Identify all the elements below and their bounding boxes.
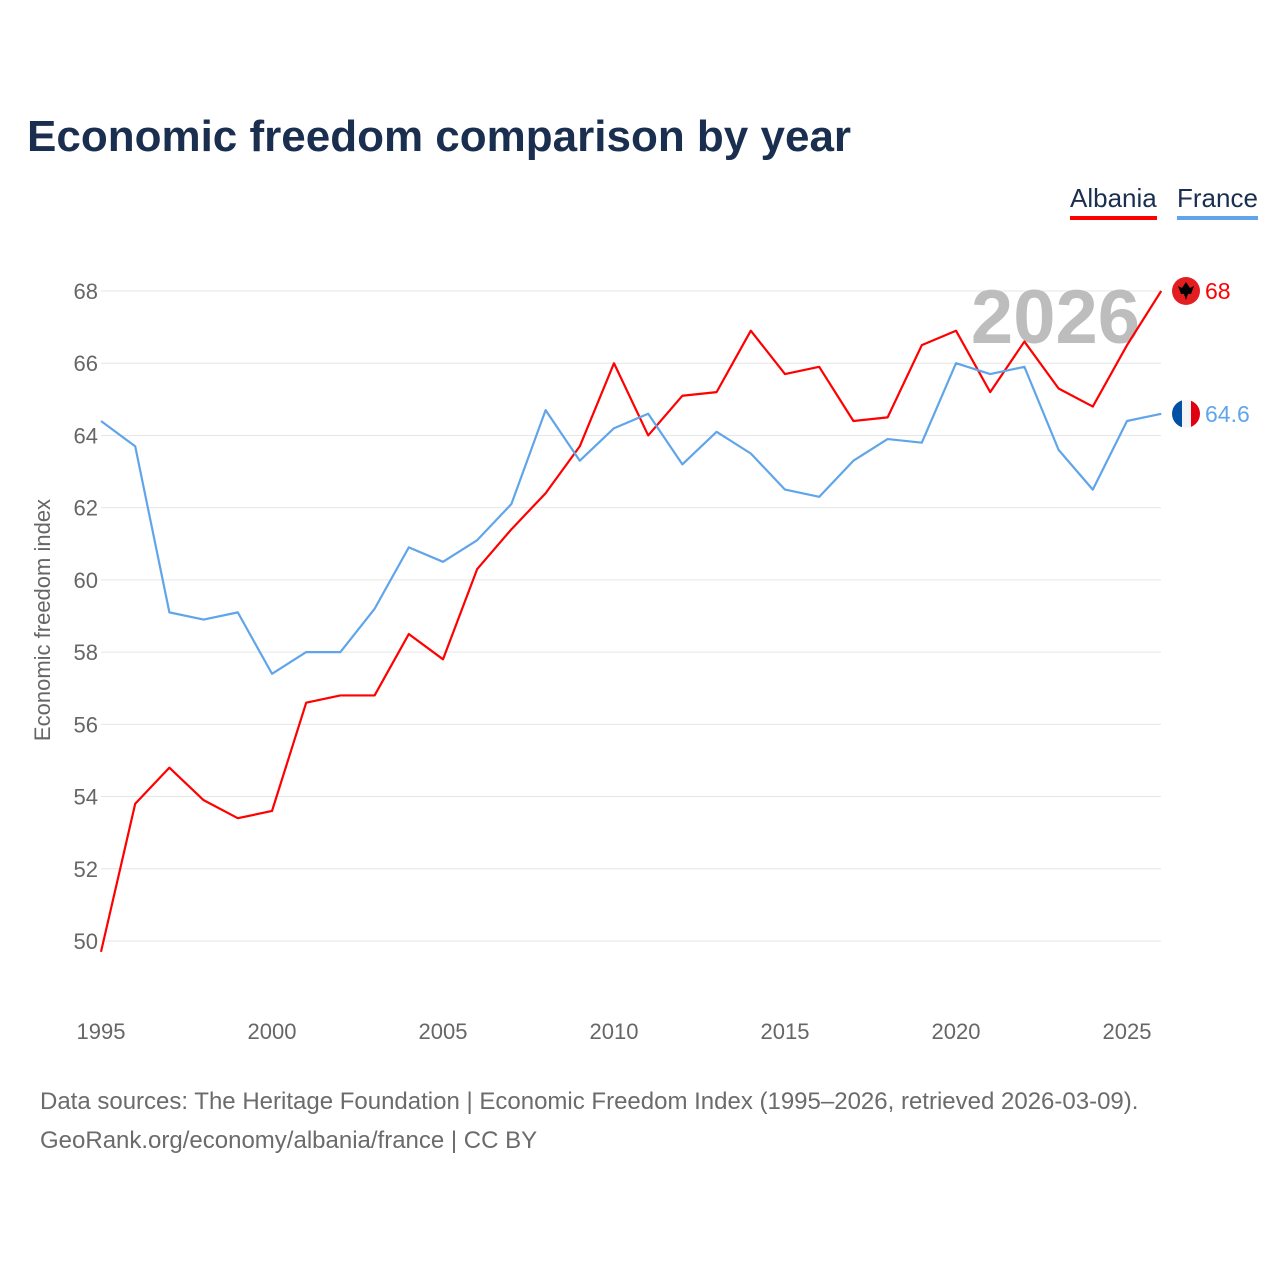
x-tick-label: 1995 [77,1019,126,1044]
data-point [544,491,548,495]
data-point [1159,412,1163,416]
data-point [304,650,308,654]
y-tick-label: 54 [74,785,98,810]
data-point [441,657,445,661]
source-url: GeoRank.org/economy/albania/france | CC … [40,1127,538,1154]
data-point [167,610,171,614]
data-point [988,390,992,394]
data-point [167,766,171,770]
data-point [680,394,684,398]
data-point [236,816,240,820]
y-tick-label: 50 [74,929,98,954]
data-point [1091,405,1095,409]
albania-flag-icon [1172,277,1200,305]
data-point [578,459,582,463]
data-point [270,809,274,813]
data-point [509,502,513,506]
data-point [133,802,137,806]
data-point [373,693,377,697]
data-point [373,607,377,611]
year-watermark: 2026 [971,275,1140,360]
data-point [270,672,274,676]
data-point [783,372,787,376]
data-point [749,329,753,333]
data-point [646,433,650,437]
flag-white [1182,399,1191,428]
data-point [783,488,787,492]
data-point [1057,386,1061,390]
data-point [544,408,548,412]
source-text: Data sources: The Heritage Foundation | … [40,1088,1139,1115]
series-line-albania [99,290,1163,953]
data-point [1057,448,1061,452]
data-point [715,430,719,434]
data-point [680,462,684,466]
data-point [954,329,958,333]
y-tick-label: 56 [74,712,98,737]
data-point [920,441,924,445]
series-line-france [100,362,1162,675]
end-value-label-albania: 68 [1205,278,1231,304]
data-point [1125,419,1129,423]
y-tick-label: 58 [74,640,98,665]
eagle-glyph [1178,282,1194,300]
legend-france[interactable]: France [1177,183,1258,220]
flag-red [1191,399,1200,428]
data-point [133,444,137,448]
data-point [817,495,821,499]
x-tick-label: 2000 [248,1019,297,1044]
data-point [304,701,308,705]
y-tick-label: 52 [74,857,98,882]
x-tick-label: 2005 [419,1019,468,1044]
y-tick-label: 68 [74,279,98,304]
data-point [338,693,342,697]
data-point [612,426,616,430]
data-point [954,361,958,365]
data-point [886,415,890,419]
data-point [441,560,445,564]
data-point [236,610,240,614]
data-point [99,419,103,423]
data-point [817,365,821,369]
data-point [509,527,513,531]
data-point [851,419,855,423]
data-point [202,618,206,622]
data-point [407,632,411,636]
y-tick-label: 62 [74,496,98,521]
data-point [920,343,924,347]
data-point [475,567,479,571]
x-tick-label: 2015 [761,1019,810,1044]
y-tick-label: 66 [74,351,98,376]
y-tick-label: 60 [74,568,98,593]
data-point [749,451,753,455]
data-point [99,950,103,954]
x-tick-label: 2020 [932,1019,981,1044]
end-value-label-france: 64.6 [1205,401,1250,427]
data-point [475,538,479,542]
france-flag-icon [1172,399,1200,428]
data-point [1022,340,1026,344]
data-point [612,361,616,365]
data-point [202,798,206,802]
flag-blue [1172,399,1182,428]
chart-title: Economic freedom comparison by year [27,112,852,161]
data-point [1091,488,1095,492]
data-point [715,390,719,394]
x-tick-label: 2010 [590,1019,639,1044]
x-tick-label: 2025 [1103,1019,1152,1044]
data-point [646,412,650,416]
data-point [407,545,411,549]
y-tick-label: 64 [74,423,98,448]
data-point [1159,289,1163,293]
data-point [578,444,582,448]
data-point [988,372,992,376]
data-point [338,650,342,654]
data-point [886,437,890,441]
data-point [1125,343,1129,347]
legend-albania[interactable]: Albania [1070,183,1157,220]
data-point [1022,365,1026,369]
data-point [851,459,855,463]
y-axis-label: Economic freedom index [30,499,55,741]
